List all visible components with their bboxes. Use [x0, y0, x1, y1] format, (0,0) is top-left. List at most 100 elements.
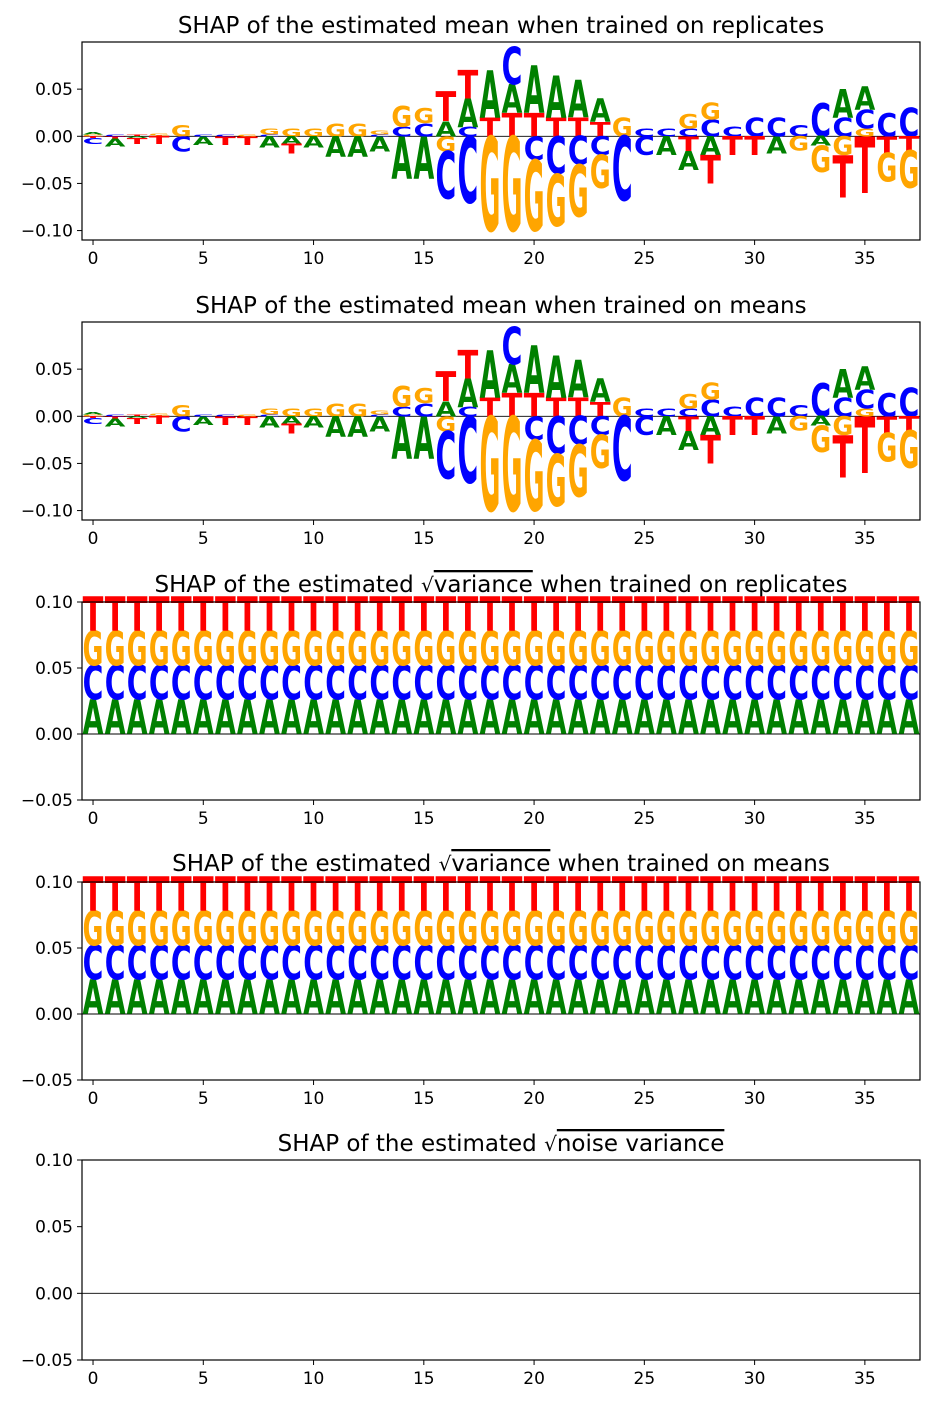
letter-a: A: [899, 691, 920, 746]
letter-g: G: [524, 902, 545, 957]
x-tick-label: 0: [88, 529, 99, 549]
panel-3: SHAP of the estimated √variance when tra…: [21, 572, 921, 829]
x-tick-label: 20: [523, 1369, 545, 1389]
letter-g: G: [369, 130, 390, 136]
letter-c: C: [877, 108, 898, 145]
letter-t: T: [810, 868, 831, 923]
letter-c: C: [612, 657, 633, 712]
letter-c: C: [634, 132, 655, 162]
letter-g: G: [237, 622, 258, 677]
letter-c: C: [259, 937, 280, 992]
x-tick-label: 0: [88, 809, 99, 829]
letter-g: G: [171, 902, 192, 957]
letter-c: C: [810, 657, 831, 712]
letter-c: C: [678, 937, 699, 992]
letter-a: A: [259, 134, 280, 152]
panel-title: SHAP of the estimated mean when trained …: [195, 293, 806, 319]
letter-t: T: [105, 136, 126, 140]
letter-t: T: [259, 868, 280, 923]
letter-a: A: [656, 691, 677, 746]
letter-c: C: [480, 657, 501, 712]
letter-a: A: [810, 133, 832, 148]
letter-g: G: [435, 133, 456, 156]
x-tick-label: 35: [854, 1089, 876, 1109]
letter-g: G: [347, 401, 368, 422]
letter-a: A: [325, 971, 346, 1026]
letter-c: C: [83, 937, 104, 992]
letter-g: G: [899, 622, 920, 677]
letter-t: T: [369, 588, 390, 643]
letter-t: T: [237, 588, 258, 643]
letter-c: C: [832, 937, 853, 992]
x-tick-label: 30: [744, 809, 766, 829]
axes-frame: [81, 601, 921, 801]
letter-a: A: [83, 691, 104, 746]
letter-c: C: [590, 412, 611, 442]
letter-g: G: [105, 902, 126, 957]
letter-a: A: [788, 691, 809, 746]
letter-a: A: [480, 971, 501, 1026]
letter-t: T: [502, 107, 523, 144]
letter-t: T: [810, 588, 831, 643]
letter-t: T: [127, 868, 148, 923]
letter-t: T: [546, 868, 567, 923]
letter-a: A: [303, 134, 324, 152]
y-tick-label: 0.10: [35, 1151, 73, 1171]
letter-t: T: [281, 588, 302, 643]
logo-letters: ACGTACGTACGTACGTACGTACGTACGTACGTACGTACGT…: [83, 588, 920, 746]
letter-a: A: [832, 971, 853, 1026]
letter-a: A: [149, 691, 170, 746]
y-tick-label: 0.00: [35, 1284, 73, 1304]
y-tick-label: −0.10: [21, 502, 73, 522]
letter-c: C: [832, 113, 853, 143]
letter-g: G: [700, 377, 721, 405]
letter-c: C: [656, 407, 677, 419]
letter-t: T: [744, 588, 765, 643]
letter-c: C: [458, 405, 479, 420]
x-tick-label: 30: [744, 529, 766, 549]
letter-a: A: [281, 691, 302, 746]
letter-c: C: [810, 374, 831, 427]
letter-t: T: [127, 134, 148, 137]
letter-c: C: [193, 414, 214, 417]
y-tick-label: −0.05: [21, 791, 73, 811]
letter-t: T: [744, 868, 765, 923]
letter-g: G: [391, 622, 412, 677]
letter-g: G: [832, 412, 853, 442]
letter-g: G: [899, 140, 920, 201]
letter-a: A: [524, 691, 545, 746]
letter-a: A: [105, 971, 126, 1026]
letter-c: C: [744, 113, 765, 143]
letter-a: A: [612, 691, 633, 746]
letter-c: C: [413, 400, 434, 421]
letter-g: G: [435, 413, 456, 436]
y-tick-label: 0.05: [35, 1218, 73, 1238]
letter-a: A: [502, 77, 523, 122]
letter-a: A: [281, 134, 302, 146]
letter-a: A: [788, 971, 809, 1026]
letter-g: G: [700, 622, 721, 677]
letter-a: A: [369, 412, 390, 436]
letter-c: C: [678, 657, 699, 712]
letter-g: G: [325, 622, 346, 677]
letter-t: T: [568, 392, 590, 422]
letter-t: T: [83, 868, 104, 923]
letter-g: G: [590, 622, 611, 677]
letter-c: C: [678, 407, 699, 419]
letter-a: A: [480, 691, 501, 746]
letter-a: A: [678, 148, 699, 177]
letter-c: C: [458, 399, 479, 504]
letter-t: T: [215, 135, 236, 148]
letter-t: T: [568, 588, 589, 643]
y-tick-label: 0.10: [35, 593, 73, 613]
letter-g: G: [568, 150, 589, 234]
letter-t: T: [877, 413, 898, 440]
letter-g: G: [678, 112, 699, 134]
letter-c: C: [832, 657, 853, 712]
letter-g: G: [832, 132, 853, 162]
y-tick-label: 0.00: [35, 127, 73, 147]
letter-t: T: [391, 868, 412, 923]
letter-c: C: [83, 657, 104, 712]
letter-t: T: [590, 399, 611, 422]
